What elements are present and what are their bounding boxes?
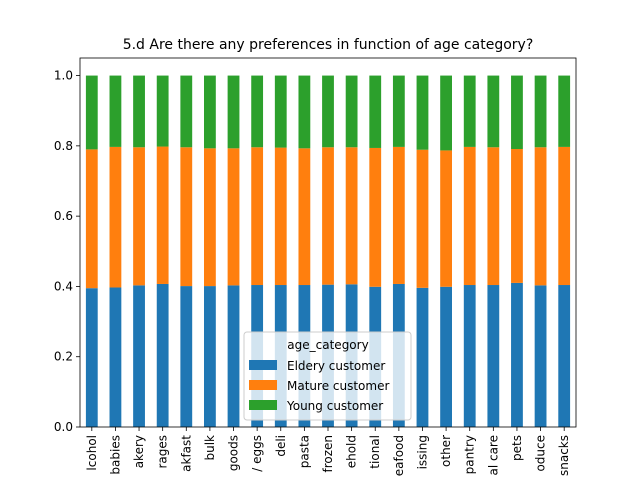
bar-segment-2-11 xyxy=(322,147,334,285)
bar-segment-3-6 xyxy=(204,75,216,149)
x-tick-label: lcohol xyxy=(85,435,99,471)
bar-segment-1-18 xyxy=(487,285,500,427)
bar-segment-1-7 xyxy=(227,285,240,427)
y-tick-label: 0.6 xyxy=(54,209,73,223)
legend-label: Mature customer xyxy=(287,379,389,393)
bar-segment-3-18 xyxy=(487,75,500,148)
bar-segment-3-9 xyxy=(274,75,287,148)
bar-segment-3-21 xyxy=(558,75,571,147)
bar-segment-2-14 xyxy=(392,146,405,284)
bar-segment-2-15 xyxy=(416,149,429,288)
bar-segment-2-16 xyxy=(440,150,452,287)
x-tick-label: snacks xyxy=(557,435,571,476)
x-tick-label: eafood xyxy=(392,435,406,476)
x-tick-label: goods xyxy=(227,435,241,471)
legend-box xyxy=(243,331,412,421)
bar-segment-2-10 xyxy=(298,148,311,286)
bar-segment-3-4 xyxy=(156,75,169,147)
legend-label: Eldery customer xyxy=(287,359,385,373)
bar-segment-2-13 xyxy=(369,147,382,287)
bar-segment-2-9 xyxy=(274,147,287,286)
y-tick-label: 0.4 xyxy=(54,279,73,293)
bar-segment-3-11 xyxy=(322,75,334,148)
x-tick-label: ehold xyxy=(345,435,359,468)
x-tick-label: issing xyxy=(415,435,429,469)
legend: age_category Eldery customer Mature custo… xyxy=(243,331,412,421)
bar-segment-2-8 xyxy=(251,147,264,286)
legend-entries: Eldery customer Mature customer Young cust… xyxy=(249,359,389,413)
bar-segment-3-8 xyxy=(251,75,264,148)
x-tick-label: babies xyxy=(108,435,122,475)
bar-segment-3-15 xyxy=(416,75,429,150)
bar-segment-3-13 xyxy=(369,75,382,148)
bar-segment-2-20 xyxy=(534,147,547,286)
x-tick-label: pantry xyxy=(463,435,477,474)
bar-segment-2-18 xyxy=(487,147,500,286)
bar-segment-3-5 xyxy=(180,75,193,148)
legend-swatch xyxy=(249,380,277,390)
bar-segment-1-21 xyxy=(558,285,571,427)
bar-segment-2-3 xyxy=(133,147,145,286)
legend-title: age_category xyxy=(287,338,368,352)
bar-segment-1-20 xyxy=(534,285,547,427)
bar-segment-3-14 xyxy=(392,75,405,147)
bar-segment-2-5 xyxy=(180,147,193,287)
bar-segment-2-21 xyxy=(558,146,571,286)
y-tick-label: 0.2 xyxy=(54,350,73,364)
x-tick-label: pasta xyxy=(297,435,311,468)
y-tick-label: 0.8 xyxy=(54,139,73,153)
bar-segment-2-7 xyxy=(227,148,240,286)
bar-segment-3-2 xyxy=(109,75,122,147)
x-tick-label: oduce xyxy=(534,435,548,472)
legend-label: Young customer xyxy=(286,399,383,413)
y-axis: 0.0 0.2 0.4 0.6 0.8 1.0 xyxy=(54,69,80,434)
bar-segment-2-4 xyxy=(156,146,169,284)
bar-segment-3-20 xyxy=(534,75,547,148)
bar-segment-3-10 xyxy=(298,75,311,149)
bar-segment-2-6 xyxy=(204,148,216,287)
x-tick-label: other xyxy=(439,435,453,467)
x-tick-label: bulk xyxy=(203,435,217,461)
x-tick-label: tional xyxy=(368,435,382,469)
bar-segment-3-12 xyxy=(345,75,358,148)
bar-segment-1-15 xyxy=(416,287,429,427)
bar-segment-2-2 xyxy=(109,146,122,288)
y-tick-label: 0.0 xyxy=(54,420,73,434)
chart-title: 5.d Are there any preferences in functio… xyxy=(123,37,534,53)
x-axis: lcohol babies akery rages akfast bulk goods / e… xyxy=(85,427,571,476)
legend-swatch xyxy=(249,400,277,410)
bar-segment-3-3 xyxy=(133,75,145,148)
plot-frame xyxy=(79,57,577,428)
x-tick-label: / eggs xyxy=(250,435,264,472)
bar-segment-1-6 xyxy=(204,286,216,427)
x-tick-label: pets xyxy=(510,435,524,461)
x-tick-label: akfast xyxy=(179,435,193,472)
bar-segment-1-4 xyxy=(156,283,169,427)
bar-segment-2-12 xyxy=(345,147,358,285)
bar-segment-2-19 xyxy=(511,149,523,283)
bar-segment-1-17 xyxy=(463,285,476,427)
x-tick-label: akery xyxy=(132,435,146,468)
bar-segment-3-7 xyxy=(227,75,240,149)
x-tick-label: frozen xyxy=(321,435,335,473)
y-tick-label: 1.0 xyxy=(54,69,73,83)
bar-segment-2-17 xyxy=(463,146,476,286)
bar-segment-1-3 xyxy=(133,285,145,427)
bar-segment-1-16 xyxy=(440,286,452,427)
bar-segment-1-1 xyxy=(85,288,98,427)
bar-segment-1-5 xyxy=(180,286,193,427)
bar-segment-3-19 xyxy=(511,75,523,150)
x-tick-label: rages xyxy=(156,435,170,469)
bar-segment-2-1 xyxy=(85,149,98,289)
bar-segment-3-1 xyxy=(85,75,98,150)
bar-segment-1-2 xyxy=(109,287,122,427)
legend-swatch xyxy=(249,360,277,370)
bar-segment-3-16 xyxy=(440,75,452,151)
bar-segment-3-17 xyxy=(463,75,476,147)
x-tick-label: al care xyxy=(486,435,500,476)
x-tick-label: deli xyxy=(274,435,288,457)
bar-segment-1-19 xyxy=(511,282,523,427)
